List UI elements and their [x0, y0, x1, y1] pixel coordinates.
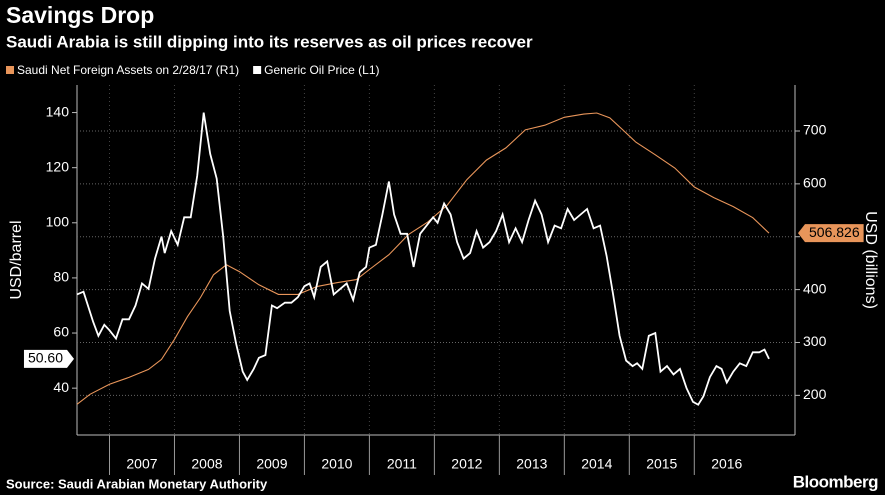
value-tag: 506.826 — [798, 224, 864, 243]
x-tick-label: 2009 — [256, 456, 287, 472]
brand: Bloomberg — [793, 472, 878, 491]
y2-tick-label: 400 — [803, 280, 827, 296]
x-tick-label: 2008 — [191, 456, 222, 472]
y2-tick-label: 600 — [803, 175, 827, 191]
y-axis-label: USD/barrel — [8, 220, 25, 299]
x-tick-label: 2007 — [126, 456, 157, 472]
y-tick-label: 100 — [46, 213, 70, 229]
chart-subtitle: Saudi Arabia is still dipping into its r… — [6, 32, 533, 51]
x-tick-label: 2010 — [321, 456, 352, 472]
y-tick-label: 140 — [46, 103, 70, 119]
x-tick-label: 2012 — [451, 456, 482, 472]
value-tag: 50.60 — [23, 349, 74, 368]
y2-axis-label: USD (billions) — [862, 211, 879, 309]
legend-swatch — [6, 66, 14, 74]
x-tick-label: 2016 — [711, 456, 742, 472]
value-tag-bg — [798, 224, 864, 243]
y-tick-label: 60 — [53, 324, 69, 340]
x-tick-label: 2015 — [646, 456, 677, 472]
y-tick-label: 120 — [46, 158, 70, 174]
value-label: 506.826 — [809, 224, 860, 240]
value-label: 50.60 — [28, 350, 63, 366]
y2-tick-label: 700 — [803, 122, 827, 138]
series-line — [76, 112, 770, 406]
y-tick-label: 80 — [53, 269, 69, 285]
legend-swatch — [253, 66, 262, 74]
legend-label: Saudi Net Foreign Assets on 2/28/17 (R1) — [17, 63, 239, 77]
legend-label: Generic Oil Price (L1) — [264, 63, 379, 77]
y-tick-label: 40 — [53, 379, 69, 395]
value-tag-bg — [23, 349, 74, 368]
x-tick-label: 2013 — [516, 456, 547, 472]
source: Source: Saudi Arabian Monetary Authority — [6, 476, 268, 491]
x-tick-label: 2011 — [387, 456, 417, 472]
chart-title: Savings Drop — [6, 2, 154, 28]
series-line — [76, 112, 770, 405]
x-tick-label: 2014 — [581, 456, 612, 472]
y2-tick-label: 300 — [803, 333, 827, 349]
y2-tick-label: 200 — [803, 386, 827, 402]
